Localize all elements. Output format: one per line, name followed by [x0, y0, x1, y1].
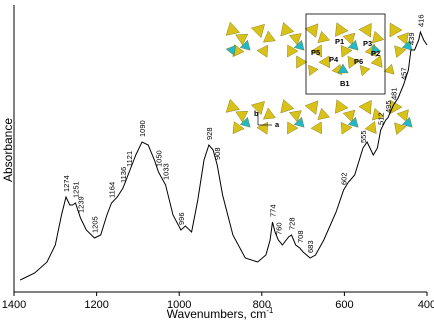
inset-label: P6 [354, 57, 363, 66]
inset-label: P4 [329, 55, 339, 64]
inset-label: P5 [311, 48, 320, 57]
peak-label: 1121 [125, 151, 134, 167]
peak-label: 457 [399, 67, 408, 80]
peak-label: 774 [269, 204, 278, 217]
peak-label: 1205 [91, 216, 100, 233]
peak-label: 996 [177, 212, 186, 225]
peak-label: 481 [390, 87, 399, 100]
tetrahedron [372, 31, 384, 43]
peak-label: 708 [296, 230, 305, 243]
tetrahedron [281, 99, 294, 113]
tetrahedron [226, 22, 240, 35]
x-tick-label: 600 [335, 299, 353, 311]
x-tick-label: 1200 [84, 299, 108, 311]
peak-label: 1136 [119, 167, 128, 183]
tetrahedron [311, 122, 322, 134]
tetrahedron [335, 100, 348, 114]
tetrahedron [281, 22, 294, 36]
tetrahedron [297, 56, 308, 68]
inset-label: B1 [340, 79, 350, 88]
tetrahedron [263, 31, 275, 42]
tetrahedron [257, 122, 268, 134]
tetrahedron [305, 24, 318, 38]
peak-label: 760 [274, 222, 283, 235]
inset-label: P1 [335, 37, 344, 46]
peak-label: 1274 [62, 175, 71, 192]
peak-label: 728 [288, 217, 297, 230]
chart: Absorbance Wavenumbers, cm-1 P1P3P5P2P4P… [0, 0, 434, 323]
peak-label: 908 [213, 147, 222, 160]
inset-label: P2 [371, 49, 380, 58]
tetrahedron [263, 108, 275, 119]
tetrahedron [360, 66, 370, 76]
tetrahedron [305, 101, 318, 115]
inset-label: P3 [363, 39, 372, 48]
tetrahedron [257, 45, 268, 57]
peak-label: 1239 [76, 196, 85, 213]
tetrahedron [390, 23, 402, 37]
x-tick-label: 1000 [167, 299, 191, 311]
peak-label: 495 [384, 100, 393, 113]
peak-label: 1164 [107, 182, 116, 198]
tetrahedron [226, 99, 240, 112]
peak-label: 928 [205, 127, 214, 140]
inset-label: b [254, 109, 259, 118]
tetrahedron [335, 23, 348, 37]
tetrahedron [359, 23, 371, 37]
peak-label: 512 [377, 112, 386, 125]
tetrahedron [309, 65, 319, 75]
peak-label: 439 [407, 32, 416, 45]
tetrahedron [359, 100, 371, 114]
peak-label: 1251 [72, 181, 81, 198]
tetrahedron [251, 24, 264, 37]
tetrahedron [318, 108, 330, 120]
peak-label: 416 [416, 14, 425, 27]
x-tick-label: 800 [253, 299, 271, 311]
x-tick-label: 400 [418, 299, 434, 311]
peak-label: 683 [306, 240, 315, 253]
peak-label: 1033 [162, 163, 171, 180]
inset-label: a [275, 120, 280, 129]
peak-label: 1090 [138, 120, 147, 137]
peak-label: 602 [340, 172, 349, 185]
tetrahedron [318, 31, 330, 43]
tetrahedron [384, 64, 394, 74]
peak-label: 555 [359, 130, 368, 143]
x-tick-label: 1400 [2, 299, 26, 311]
tetrahedron [226, 45, 236, 55]
y-axis-title: Absorbance [1, 118, 15, 182]
